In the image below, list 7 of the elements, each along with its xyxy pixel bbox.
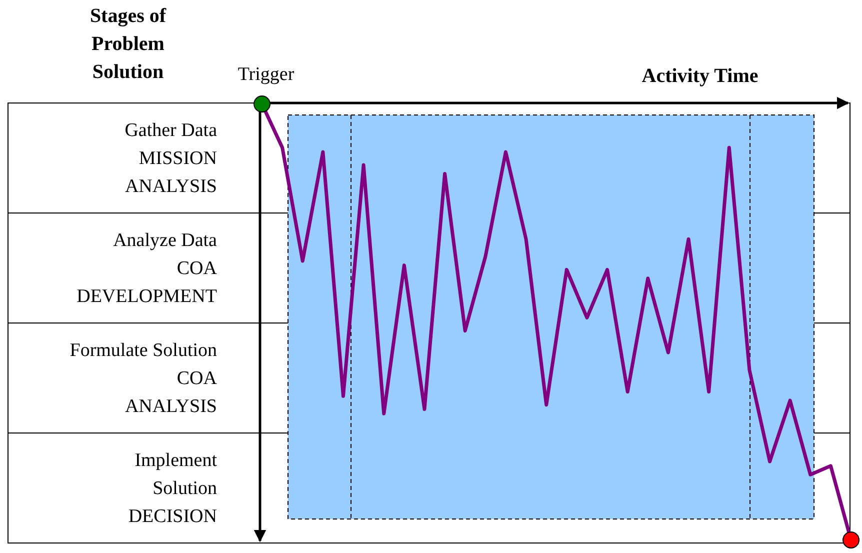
text: Analyze Data COA DEVELOPMENT bbox=[76, 230, 218, 307]
y-axis-title: Stages of Problem Solution bbox=[90, 5, 166, 83]
text: Trigger bbox=[238, 64, 295, 85]
text: Formulate Solution COA ANALYSIS bbox=[70, 340, 218, 417]
text: Gather Data MISSION ANALYSIS bbox=[124, 120, 218, 197]
x-axis-title: Activity Time bbox=[642, 65, 758, 87]
text: Implement Solution DECISION bbox=[128, 450, 218, 527]
